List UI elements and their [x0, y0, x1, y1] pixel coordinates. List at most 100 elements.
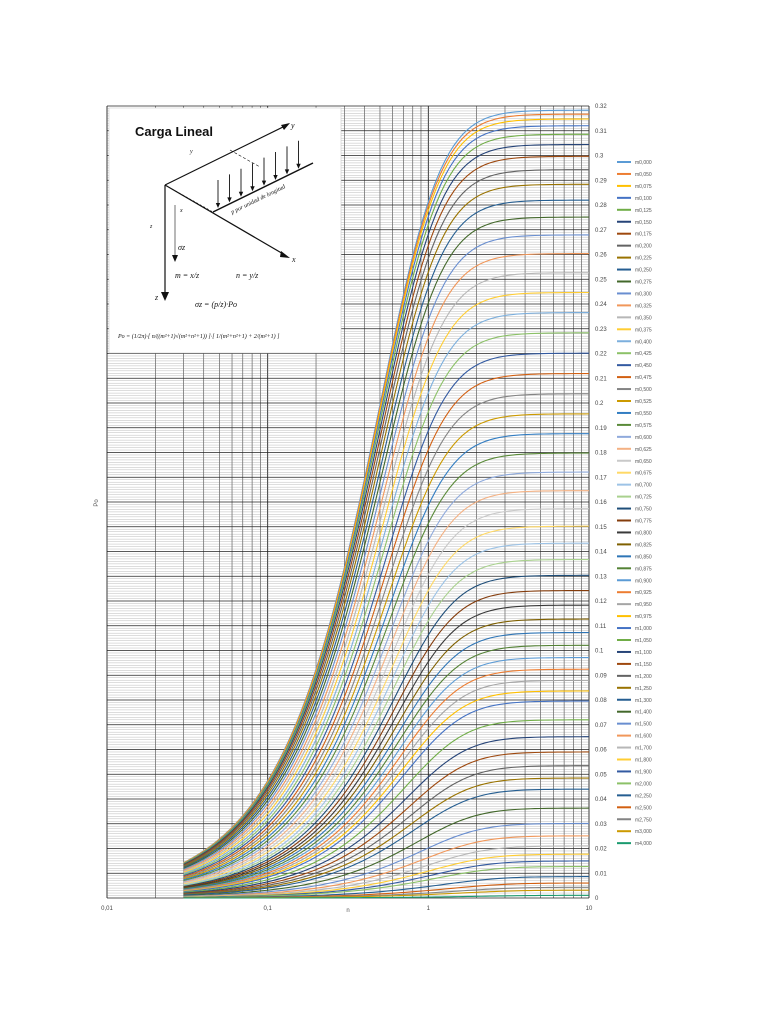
legend-entry: m1,050	[635, 638, 652, 644]
legend-entry: m0,800	[635, 530, 652, 536]
legend: m0,000 m0,050 m0,075 m0,100 m0,125 m0,150 m0,1…	[617, 160, 652, 847]
sketch-x-arrow-icon	[280, 251, 290, 258]
legend-entry: m1,000	[635, 626, 652, 632]
legend-entry: m0,850	[635, 554, 652, 560]
series-line-m0,075	[183, 118, 590, 864]
series-line-m0,450	[183, 352, 589, 877]
y-tick-label: 0.25	[595, 277, 607, 283]
legend-entry: m0,475	[635, 375, 652, 381]
legend-entry: m3,000	[635, 829, 652, 835]
load-arrowhead-icon	[238, 191, 244, 197]
legend-entry: m0,250	[635, 268, 652, 274]
y-tick-label: 0.01	[595, 871, 607, 877]
series-line-m0,950	[183, 679, 590, 892]
sketch-x-label: x	[291, 255, 296, 264]
sketch-y-dim: y	[189, 149, 193, 155]
series-line-m1,400	[183, 807, 590, 897]
y-tick-label: 0.29	[595, 178, 607, 184]
series-line-m0,725	[183, 558, 590, 887]
legend-entry: m0,275	[635, 280, 652, 286]
legend-entry: m1,150	[635, 662, 652, 668]
series-line-m1,050	[183, 719, 590, 894]
series-line-m0,675	[183, 525, 590, 885]
legend-entry: m0,075	[635, 184, 652, 190]
legend-entry: m0,525	[635, 399, 652, 405]
series-line-m0,175	[183, 155, 589, 866]
sketch-z-arrow-icon	[161, 292, 169, 301]
y-tick-label: 0.14	[595, 550, 607, 556]
y-tick-label: 0.3	[595, 154, 604, 160]
legend-entry: m1,200	[635, 674, 652, 680]
series-line-m0,250	[183, 199, 590, 869]
y-tick-label: 0.17	[595, 475, 607, 481]
series-line-m0,625	[183, 490, 590, 883]
eq-n: n = y/z	[236, 271, 259, 280]
y-tick-label: 0.02	[595, 847, 607, 853]
series-line-m0,350	[183, 272, 590, 872]
series-line-m0,375	[183, 291, 590, 874]
legend-entry: m1,900	[635, 769, 652, 775]
load-arrowhead-icon	[296, 163, 301, 169]
x-tick-label: 0,01	[101, 906, 113, 912]
series-line-m1,000	[183, 700, 590, 893]
sketch-y-axis	[164, 125, 286, 186]
legend-entry: m0,450	[635, 363, 652, 369]
legend-entry: m0,950	[635, 602, 652, 608]
y-tick-label: 0.12	[595, 599, 607, 605]
x-axis-label: n	[346, 908, 349, 914]
inset-title: Carga Lineal	[135, 124, 213, 139]
legend-entry: m1,250	[635, 686, 652, 692]
series-line-m0,475	[183, 373, 590, 878]
y-tick-label: 0.08	[595, 698, 607, 704]
sketch-y-label: y	[290, 121, 295, 130]
x-tick-label: 10	[586, 906, 593, 912]
series-line-m0,600	[183, 471, 590, 883]
legend-entry: m1,400	[635, 710, 652, 716]
series-line-m0,300	[183, 234, 590, 870]
legend-entry: m0,700	[635, 483, 652, 489]
y-tick-label: 0.05	[595, 772, 607, 778]
legend-entry: m0,975	[635, 614, 652, 620]
series-line-m0,200	[183, 169, 590, 867]
x-tick-label: 0,1	[263, 906, 272, 912]
stress-arrow-icon	[172, 255, 178, 262]
legend-entry: m0,050	[635, 172, 652, 178]
series-line-m0,150	[183, 143, 590, 865]
series-line-m0,975	[183, 690, 590, 892]
series-line-m0,550	[183, 433, 590, 881]
y-tick-label: 0.31	[595, 129, 607, 135]
sketch-y-arrow-icon	[281, 123, 290, 130]
series-line-m1,600	[183, 835, 589, 898]
inset-frame	[108, 107, 342, 354]
y-tick-label: 0.26	[595, 253, 607, 259]
dim-line	[229, 149, 261, 168]
legend-entry: m0,900	[635, 578, 652, 584]
series-line-m1,100	[183, 736, 589, 894]
y-tick-label: 0.06	[595, 748, 607, 754]
legend-entry: m2,000	[635, 781, 652, 787]
series-line-m0,425	[183, 332, 590, 876]
series-line-m0,925	[183, 668, 590, 891]
legend-entry: m1,700	[635, 746, 652, 752]
load-arrowhead-icon	[261, 180, 267, 186]
offset-x-line	[164, 184, 214, 213]
series-line-m0,875	[183, 644, 589, 890]
series-line-m1,700	[183, 845, 589, 898]
y-tick-label: 0.32	[595, 104, 607, 110]
legend-entry: m1,300	[635, 698, 652, 704]
y-tick-label: 0.09	[595, 673, 607, 679]
legend-entry: m4,000	[635, 841, 652, 847]
load-arrowhead-icon	[250, 186, 255, 192]
axes: 0,01 0,1 1 100 0.01 0.02 0.03 0.04 0.05 0.06 0.07 0…	[94, 104, 607, 914]
y-tick-label: 0.22	[595, 352, 607, 358]
legend-entry: m2,250	[635, 793, 652, 799]
legend-entry: m0,200	[635, 244, 652, 250]
legend-entry: m0,750	[635, 507, 652, 513]
series-line-m0,125	[183, 133, 589, 865]
load-arrowhead-icon	[273, 175, 278, 180]
inset-diagram: Carga Lineal y x z y x z p por unidad de…	[108, 107, 342, 354]
y-tick-label: 0.21	[595, 376, 607, 382]
y-tick-label: 0	[595, 896, 599, 902]
sketch-z-label: z	[154, 293, 159, 302]
